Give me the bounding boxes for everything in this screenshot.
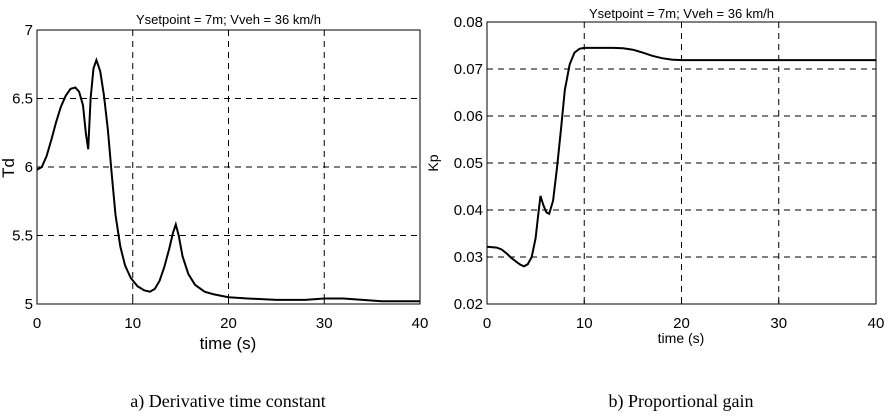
x-tick-label: 0 [483,315,491,332]
y-tick-label: 0.04 [454,202,483,219]
y-axis-label-left: Td [0,158,18,178]
gridlines-left [37,30,420,304]
chart-title-left: Ysetpoint = 7m; Vveh = 36 km/h [136,12,321,27]
y-tick-label: 5.5 [12,228,33,245]
y-tick-label: 0.02 [454,296,483,313]
axis-ticks-right: 0 10 20 30 40 0.02 0.03 0.04 0.05 0.06 0.07 0.08 [454,14,885,332]
chart-proportional-gain: 0 10 20 30 40 0.02 0.03 0.04 0.05 0.06 0.07 0.08 Ys… [425,6,884,412]
y-tick-label: 7 [25,22,33,39]
y-tick-label: 0.03 [454,249,483,266]
series-line-td [36,57,420,303]
y-tick-label: 6 [25,159,33,176]
x-tick-label: 20 [673,315,690,332]
chart-title-right: Ysetpoint = 7m; Vveh = 36 km/h [589,6,774,21]
x-axis-label-left: time (s) [200,334,257,353]
x-tick-label: 10 [576,315,593,332]
y-tick-label: 6.5 [12,91,33,108]
x-tick-label: 0 [33,315,41,332]
axis-ticks-left: 0 10 20 30 40 5 5.5 6 6.5 7 [12,22,428,332]
x-tick-label: 30 [770,315,787,332]
y-tick-label: 0.06 [454,108,483,125]
series-line-kp [486,46,876,268]
gridlines-right [487,22,876,304]
y-axis-label-right: Kp [425,154,441,171]
x-tick-label: 40 [868,315,885,332]
x-tick-label: 40 [412,315,429,332]
y-tick-label: 5 [25,296,33,313]
x-tick-label: 30 [316,315,333,332]
x-tick-label: 10 [124,315,141,332]
y-tick-label: 0.05 [454,155,483,172]
y-tick-label: 0.07 [454,61,483,78]
x-axis-label-right: time (s) [658,330,705,346]
chart-derivative-time-constant: 0 10 20 30 40 5 5.5 6 6.5 7 Ysetpoint = 7m; Vveh … [0,12,428,412]
caption-left: a) Derivative time constant [130,391,325,412]
x-tick-label: 20 [220,315,237,332]
caption-right: b) Proportional gain [609,391,754,412]
y-tick-label: 0.08 [454,14,483,31]
